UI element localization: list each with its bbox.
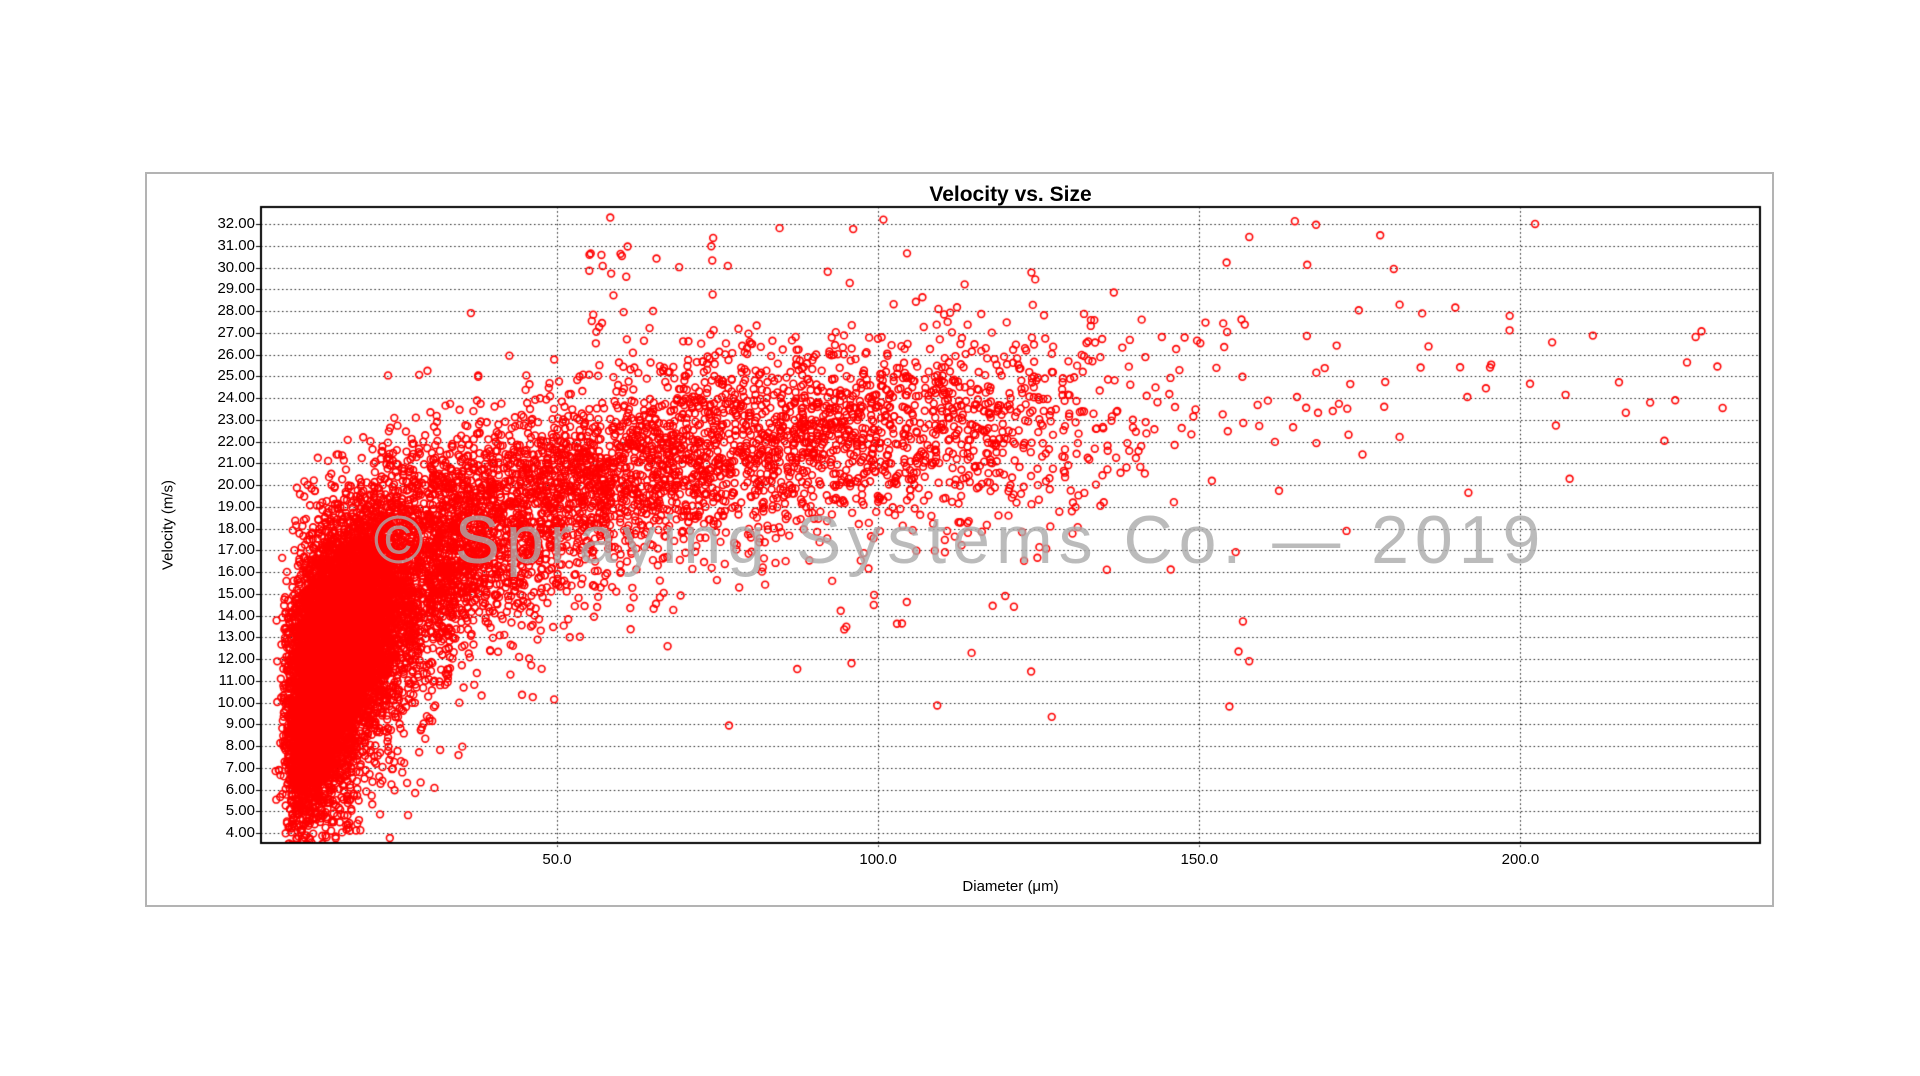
y-tick-label: 31.00: [217, 236, 255, 254]
y-tick-label: 10.00: [217, 693, 255, 711]
y-tick-label: 6.00: [225, 780, 255, 798]
y-tick-label: 23.00: [217, 410, 255, 428]
y-tick-label: 21.00: [217, 454, 255, 472]
y-tick-label: 9.00: [225, 715, 255, 733]
y-tick-label: 12.00: [217, 650, 255, 667]
x-tick-label: 200.0: [1501, 851, 1540, 868]
y-tick-label: 28.00: [217, 302, 255, 319]
y-tick-label: 29.00: [217, 280, 255, 298]
y-tick-label: 11.00: [218, 671, 255, 689]
y-tick-label: 30.00: [217, 258, 255, 276]
y-tick-label: 20.00: [217, 476, 255, 493]
y-tick-label: 4.00: [225, 824, 255, 841]
y-tick-label: 5.00: [225, 802, 255, 820]
y-tick-label: 19.00: [217, 497, 255, 515]
x-tick-label: 150.0: [1180, 851, 1219, 868]
x-axis-label: Diameter (μm): [962, 878, 1059, 895]
x-tick-label: 50.0: [542, 851, 572, 868]
y-tick-label: 16.00: [217, 563, 255, 580]
y-tick-label: 7.00: [225, 758, 255, 776]
y-tick-label: 18.00: [217, 519, 255, 537]
y-tick-label: 26.00: [217, 345, 255, 363]
y-tick-label: 14.00: [217, 606, 255, 624]
y-tick-label: 25.00: [217, 367, 255, 385]
y-tick-label: 13.00: [217, 628, 255, 646]
y-tick-label: 24.00: [217, 389, 255, 406]
chart-title: Velocity vs. Size: [929, 183, 1092, 206]
watermark: © Spraying Systems Co. — 2019: [373, 502, 1547, 578]
x-tick-label: 100.0: [859, 851, 897, 868]
y-tick-label: 17.00: [217, 541, 255, 559]
y-tick-label: 27.00: [217, 323, 255, 341]
y-tick-label: 32.00: [217, 215, 255, 232]
y-tick-label: 22.00: [217, 432, 255, 450]
y-tick-label: 8.00: [225, 737, 255, 754]
y-tick-label: 15.00: [217, 584, 255, 602]
